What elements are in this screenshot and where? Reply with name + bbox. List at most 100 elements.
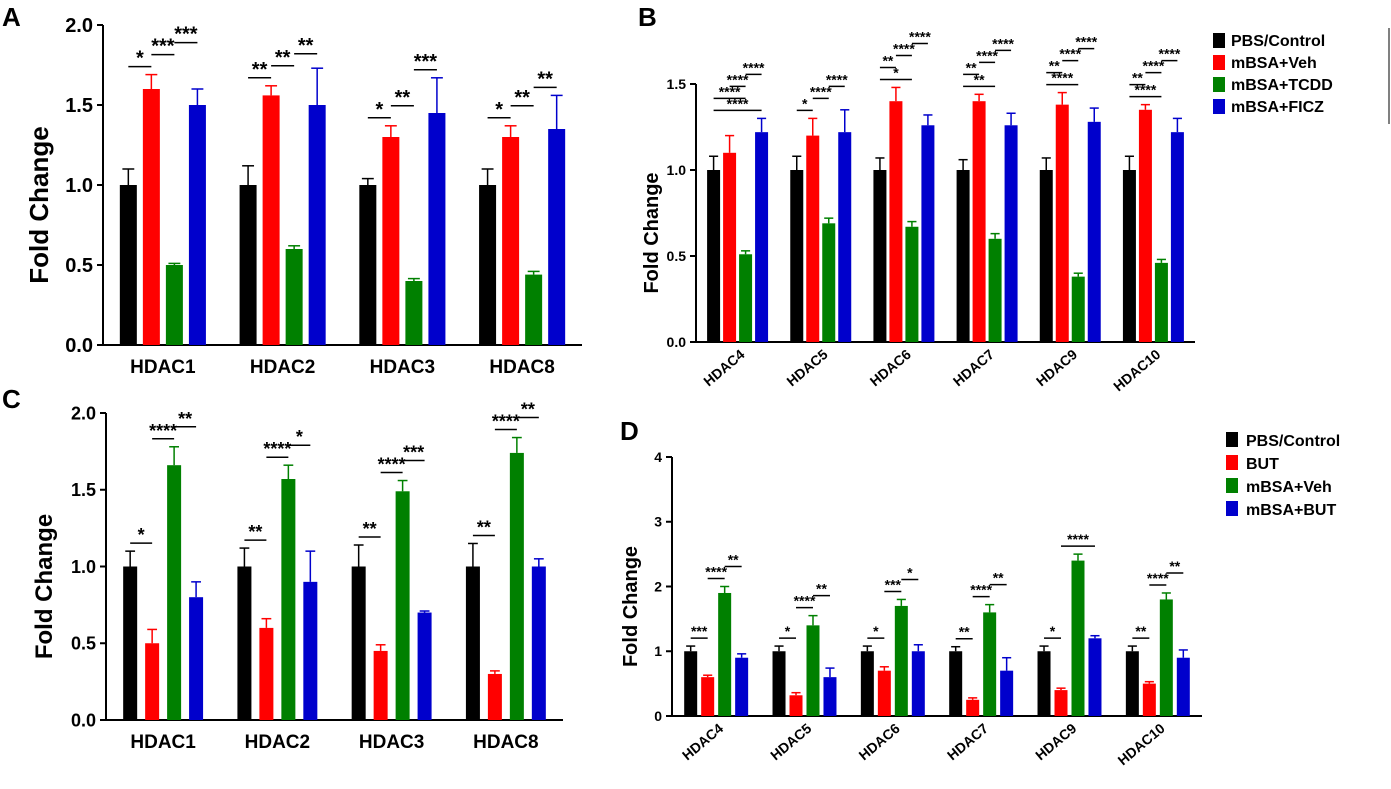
significance-label-a: ** bbox=[298, 35, 314, 57]
bar-d bbox=[789, 695, 803, 716]
bar-d bbox=[860, 651, 874, 716]
bar-d bbox=[1125, 651, 1139, 716]
significance-label-a: * bbox=[375, 99, 383, 121]
y-tick-label-b: 0.0 bbox=[667, 334, 687, 350]
category-label-b: HDAC6 bbox=[867, 346, 914, 389]
bar-d bbox=[1176, 657, 1190, 716]
y-tick-label-c: 1.0 bbox=[71, 557, 96, 577]
bar-a bbox=[119, 185, 137, 345]
significance-label-c: * bbox=[138, 525, 145, 545]
significance-label-a: *** bbox=[414, 51, 438, 73]
category-label-d: HDAC7 bbox=[944, 720, 991, 763]
significance-label-b: **** bbox=[1135, 82, 1157, 98]
bar-d bbox=[823, 677, 837, 716]
significance-label-d: **** bbox=[1067, 531, 1089, 547]
bar-c bbox=[487, 673, 502, 720]
legend-top-label-1: mBSA+Veh bbox=[1231, 55, 1317, 72]
bar-d bbox=[1054, 690, 1068, 716]
significance-label-d: **** bbox=[705, 564, 727, 580]
significance-label-b: ** bbox=[966, 59, 977, 75]
bar-b bbox=[1071, 276, 1085, 342]
legend-bottom-label-2: mBSA+Veh bbox=[1246, 479, 1332, 496]
category-label-b: HDAC9 bbox=[1033, 346, 1080, 389]
y-tick-label-a: 1.5 bbox=[65, 95, 93, 117]
bar-a bbox=[308, 105, 326, 345]
y-tick-label-d: 2 bbox=[654, 578, 662, 594]
bar-c bbox=[123, 566, 138, 720]
y-tick-label-d: 4 bbox=[654, 449, 662, 465]
bar-b bbox=[1039, 170, 1053, 342]
legend-bottom: PBS/Control BUT mBSA+Veh mBSA+BUT bbox=[1226, 432, 1340, 519]
category-label-b: HDAC7 bbox=[950, 346, 997, 389]
bar-c bbox=[531, 566, 546, 720]
category-label-d: HDAC6 bbox=[856, 720, 903, 763]
significance-label-a: * bbox=[136, 48, 144, 70]
legend-top-label-0: PBS/Control bbox=[1231, 33, 1325, 50]
legend-bottom-label-1: BUT bbox=[1246, 456, 1279, 473]
bar-b bbox=[956, 170, 970, 342]
panel-letter-d: D bbox=[620, 416, 639, 446]
significance-label-b: **** bbox=[810, 83, 832, 99]
legend-top: PBS/Control mBSA+Veh mBSA+TCDD mBSA+FICZ bbox=[1213, 33, 1333, 116]
bar-c bbox=[281, 479, 296, 720]
significance-label-b: **** bbox=[909, 28, 931, 44]
significance-label-a: ** bbox=[252, 59, 268, 81]
legend-top-swatch-3 bbox=[1213, 99, 1225, 114]
significance-label-d: * bbox=[873, 623, 879, 639]
panel-letter-b: B bbox=[638, 2, 657, 32]
bar-b bbox=[1055, 104, 1069, 342]
significance-label-a: ** bbox=[514, 87, 530, 109]
significance-label-c: *** bbox=[403, 443, 424, 463]
bar-d bbox=[1088, 638, 1102, 716]
bar-d bbox=[735, 657, 749, 716]
bar-b bbox=[790, 170, 804, 342]
chart-panel-a: 0.0 0.5 1.0 1.5 2.0 Fold Change HDAC1 HDAC2 HDAC… bbox=[24, 15, 582, 378]
significance-label-d: ** bbox=[1169, 558, 1180, 574]
significance-label-d: ** bbox=[728, 552, 739, 568]
significance-label-b: ** bbox=[974, 71, 985, 87]
bar-c bbox=[167, 465, 182, 720]
bar-b bbox=[806, 135, 820, 342]
bar-b bbox=[889, 101, 903, 342]
y-tick-label-d: 3 bbox=[654, 514, 662, 530]
bar-b bbox=[1122, 170, 1136, 342]
significance-label-b: ** bbox=[1132, 70, 1143, 86]
significance-label-a: ** bbox=[395, 87, 411, 109]
significance-label-b: ** bbox=[1049, 58, 1060, 74]
legend-bottom-swatch-2 bbox=[1226, 478, 1238, 493]
bar-a bbox=[479, 185, 497, 345]
bar-b bbox=[988, 238, 1002, 342]
significance-label-b: **** bbox=[727, 95, 749, 111]
significance-label-b: * bbox=[802, 95, 808, 111]
significance-label-d: **** bbox=[970, 582, 992, 598]
significance-label-d: * bbox=[907, 564, 913, 580]
significance-label-b: **** bbox=[826, 71, 848, 87]
y-tick-label-c: 0.0 bbox=[71, 710, 96, 730]
bar-a bbox=[165, 265, 183, 345]
significance-label-b: **** bbox=[727, 71, 749, 87]
bar-b bbox=[1087, 121, 1101, 342]
significance-label-b: **** bbox=[1059, 46, 1081, 62]
bar-b bbox=[873, 170, 887, 342]
y-tick-label-b: 0.5 bbox=[667, 248, 687, 264]
bar-c bbox=[303, 581, 318, 720]
category-label-d: HDAC10 bbox=[1115, 720, 1168, 768]
significance-label-b: **** bbox=[1159, 46, 1181, 62]
bar-d bbox=[1037, 651, 1051, 716]
bar-b bbox=[755, 132, 769, 342]
category-label-c: HDAC2 bbox=[245, 732, 310, 753]
significance-label-b: **** bbox=[1075, 34, 1097, 50]
significance-label-a: *** bbox=[174, 24, 198, 46]
category-label-a: HDAC8 bbox=[489, 357, 554, 378]
category-label-c: HDAC1 bbox=[130, 732, 196, 753]
legend-bottom-swatch-0 bbox=[1226, 432, 1238, 447]
significance-label-d: **** bbox=[1147, 570, 1169, 586]
legend-bottom-label-0: PBS/Control bbox=[1246, 433, 1340, 450]
y-tick-label-c: 1.5 bbox=[71, 480, 96, 500]
significance-label-d: ** bbox=[1135, 623, 1146, 639]
category-label-d: HDAC5 bbox=[767, 720, 814, 763]
bar-d bbox=[911, 651, 925, 716]
bar-a bbox=[142, 89, 160, 345]
significance-label-d: * bbox=[785, 623, 791, 639]
bar-b bbox=[822, 223, 836, 342]
